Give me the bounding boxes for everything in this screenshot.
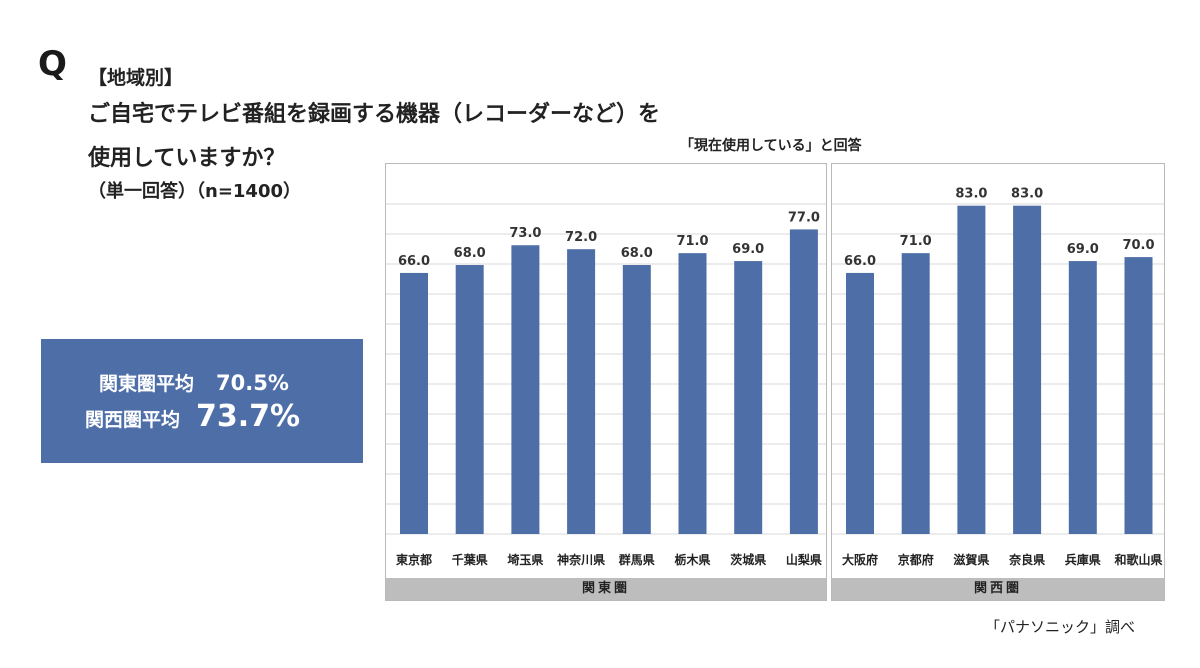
category-tick-label: 千葉県 [452, 552, 488, 567]
data-label: 69.0 [732, 242, 764, 257]
kansai-average-row: 関西圏平均 73.7% [85, 399, 300, 434]
data-label: 68.0 [454, 246, 486, 261]
category-tick-label: 兵庫県 [1065, 552, 1101, 567]
kansai-bar-chart: 66.0 大阪府 71.0 京都府 83.0 滋賀県 83.0 奈良県 69.0 兵庫県 70.0 和… [832, 187, 1164, 567]
data-label: 69.0 [1067, 242, 1099, 257]
category-tick-label: 奈良県 [1008, 552, 1045, 567]
kansai-group-label: 関西圏 [832, 578, 1164, 600]
kansai-chart-panel: 66.0 大阪府 71.0 京都府 83.0 滋賀県 83.0 奈良県 69.0 兵庫県 70.0 和… [831, 163, 1165, 601]
bar-和歌山県 [1124, 257, 1153, 534]
question-note: （単一回答）（n=1400） [88, 181, 301, 202]
bar-京都府 [901, 253, 930, 534]
question-mark: Q [38, 44, 67, 84]
bar-奈良県 [1013, 205, 1042, 534]
average-summary-box: 関東圏平均 70.5% 関西圏平均 73.7% [41, 339, 363, 463]
category-tick-label: 埼玉県 [507, 552, 543, 567]
data-label: 66.0 [398, 254, 430, 269]
data-label: 73.0 [509, 226, 541, 241]
category-tick-label: 東京都 [396, 552, 432, 567]
category-tick-label: 神奈川県 [557, 552, 605, 567]
bar-千葉県 [455, 265, 484, 534]
kanto-average-value: 70.5% [216, 371, 289, 395]
category-tick-label: 山梨県 [786, 552, 822, 567]
data-label: 71.0 [900, 234, 932, 249]
data-label: 71.0 [676, 234, 708, 249]
kansai-average-label: 関西圏平均 [85, 409, 181, 431]
source-credit: 「パナソニック」調べ [985, 618, 1136, 636]
data-label: 77.0 [788, 210, 820, 225]
category-tick-label: 群馬県 [618, 552, 655, 567]
bar-兵庫県 [1068, 261, 1097, 534]
bar-山梨県 [789, 229, 818, 534]
category-tick-label: 和歌山県 [1113, 552, 1162, 567]
question-text-line2: 使用していますか？ [88, 146, 286, 171]
bar-神奈川県 [567, 249, 596, 534]
data-label: 83.0 [955, 187, 987, 202]
category-tick-label: 京都府 [898, 552, 934, 567]
category-tick-label: 茨城県 [730, 552, 766, 567]
kanto-chart-panel: 66.0 東京都 68.0 千葉県 73.0 埼玉県 72.0 神奈川県 68.0 群馬県 71.0… [385, 163, 827, 601]
category-tick-label: 栃木県 [674, 552, 710, 567]
kanto-bar-chart: 66.0 東京都 68.0 千葉県 73.0 埼玉県 72.0 神奈川県 68.0 群馬県 71.0… [386, 203, 826, 567]
bar-埼玉県 [511, 245, 540, 534]
bar-東京都 [400, 272, 428, 534]
data-label: 68.0 [621, 246, 653, 261]
bar-大阪府 [846, 272, 874, 534]
bar-栃木県 [678, 253, 707, 534]
data-label: 83.0 [1011, 187, 1043, 202]
data-label: 66.0 [844, 254, 876, 269]
category-tick-label: 滋賀県 [953, 552, 989, 567]
data-label: 72.0 [565, 230, 597, 245]
kanto-group-label: 関東圏 [386, 578, 826, 600]
question-category: 【地域別】 [88, 67, 184, 89]
kanto-average-label: 関東圏平均 [99, 373, 195, 395]
kanto-average-row: 関東圏平均 70.5% [99, 369, 289, 396]
bar-群馬県 [622, 265, 651, 534]
bar-茨城県 [734, 261, 763, 534]
bar-滋賀県 [957, 205, 986, 534]
category-tick-label: 大阪府 [842, 552, 878, 567]
data-label: 70.0 [1122, 238, 1154, 253]
chart-heading: 「現在使用している」と回答 [680, 138, 862, 154]
kansai-average-value: 73.7% [196, 399, 301, 434]
question-text-line1: ご自宅でテレビ番組を録画する機器（レコーダーなど）を [88, 102, 661, 127]
